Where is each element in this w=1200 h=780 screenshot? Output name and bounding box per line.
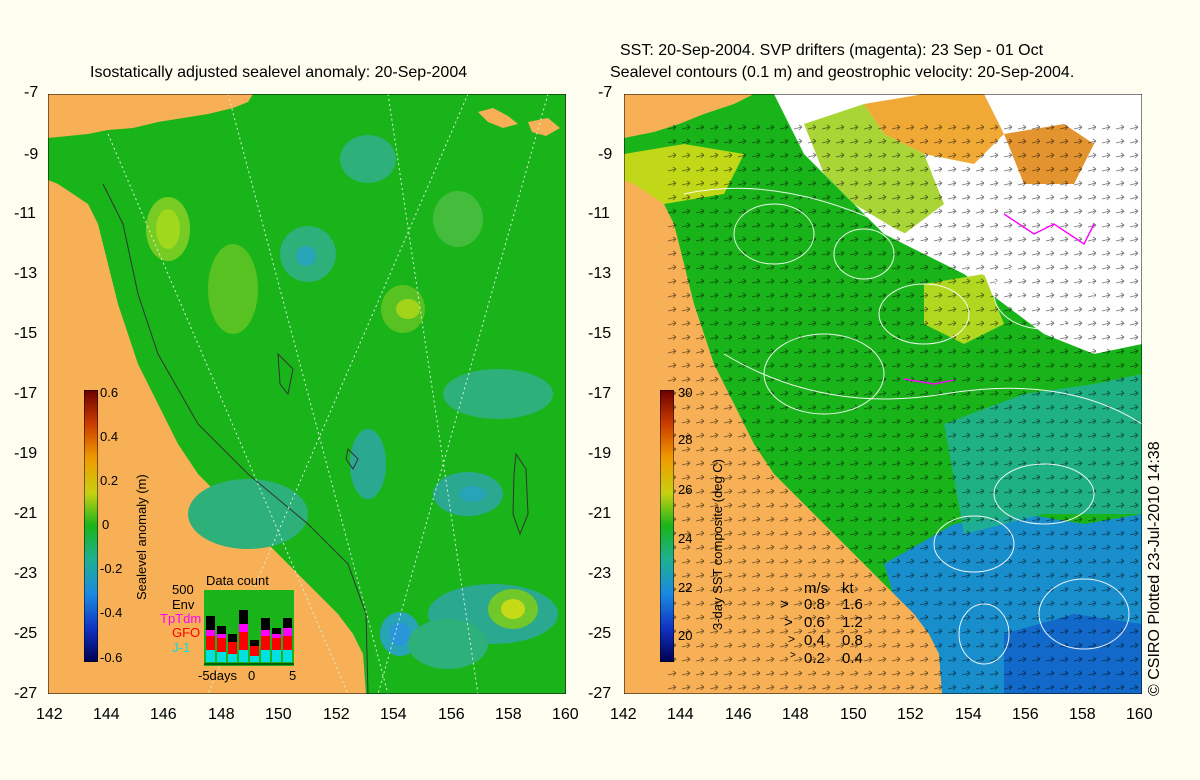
right-x-tick-3: 148 xyxy=(782,706,809,723)
sla-tick-4: -0.2 xyxy=(100,561,123,576)
data-count-title: Data count xyxy=(206,573,269,588)
velocity-kt-2: 0.8 xyxy=(842,632,863,649)
sst-tick-2: 26 xyxy=(678,482,693,497)
sla-tick-1: 0.4 xyxy=(100,429,119,444)
sealevel-anomaly-map[interactable] xyxy=(48,94,566,694)
left-x-tick-1: 144 xyxy=(93,706,120,723)
right-y-tick-0: -7 xyxy=(598,84,613,101)
sealevel-colorbar xyxy=(84,390,98,662)
right-x-tick-8: 158 xyxy=(1069,706,1096,723)
credit-text: © CSIRO Plotted 23-Jul-2010 14:38 xyxy=(1146,441,1163,696)
left-x-tick-0: 142 xyxy=(36,706,63,723)
sst-tick-5: 20 xyxy=(678,628,693,643)
velocity-unit-ms: m/s xyxy=(804,580,829,597)
right-x-tick-5: 152 xyxy=(897,706,924,723)
left-x-tick-7: 156 xyxy=(438,706,465,723)
right-y-tick-9: -25 xyxy=(588,625,612,642)
sla-tick-0: 0.6 xyxy=(100,385,119,400)
right-y-tick-3: -13 xyxy=(588,265,612,282)
count-x-label-0: -5days xyxy=(198,668,238,683)
right-y-tick-2: -11 xyxy=(588,205,610,222)
right-panel-title-1: SST: 20-Sep-2004. SVP drifters (magenta)… xyxy=(620,42,1044,59)
arrow-icon: > xyxy=(788,632,796,646)
png-land xyxy=(48,94,253,138)
right-y-tick-10: -27 xyxy=(588,685,612,702)
count-x-label-2: 5 xyxy=(289,668,297,683)
left-y-tick-9: -25 xyxy=(14,625,38,642)
velocity-ms-0: 0.8 xyxy=(804,596,825,613)
arrow-icon: > xyxy=(790,650,796,661)
left-y-tick-10: -27 xyxy=(14,685,38,702)
left-y-tick-1: -9 xyxy=(24,146,39,163)
right-x-tick-7: 156 xyxy=(1012,706,1039,723)
right-y-tick-5: -17 xyxy=(588,385,612,402)
sst-tick-0: 30 xyxy=(678,385,693,400)
left-y-tick-7: -21 xyxy=(14,505,38,522)
legend-env: Env xyxy=(172,597,195,612)
left-y-tick-8: -23 xyxy=(14,565,38,582)
sst-tick-4: 22 xyxy=(678,580,693,595)
right-panel-title-2: Sealevel contours (0.1 m) and geostrophi… xyxy=(610,64,1075,81)
velocity-unit-kt: kt xyxy=(842,580,854,597)
left-y-tick-2: -11 xyxy=(14,205,36,222)
left-y-tick-4: -15 xyxy=(14,325,38,342)
left-x-tick-3: 148 xyxy=(208,706,235,723)
sst-colorbar-label: 3-day SST composite (deg C) xyxy=(710,459,725,630)
velocity-ms-1: 0.6 xyxy=(804,614,825,631)
velocity-legend: m/s kt > 0.8 1.6 > 0.6 1.2 > 0.4 0.8 > 0… xyxy=(780,580,880,670)
velocity-ms-3: 0.2 xyxy=(804,650,825,667)
left-x-tick-6: 154 xyxy=(380,706,407,723)
right-x-tick-2: 146 xyxy=(725,706,752,723)
right-y-tick-6: -19 xyxy=(588,445,612,462)
left-x-tick-4: 150 xyxy=(265,706,292,723)
legend-j1: J-1 xyxy=(172,640,191,655)
sla-tick-6: -0.6 xyxy=(100,650,123,665)
right-x-tick-0: 142 xyxy=(610,706,637,723)
sst-tick-3: 24 xyxy=(678,531,693,546)
left-y-tick-6: -19 xyxy=(14,445,38,462)
arrow-icon: > xyxy=(780,596,789,613)
legend-gfo: GFO xyxy=(172,625,201,640)
velocity-kt-3: 0.4 xyxy=(842,650,863,667)
right-x-tick-4: 150 xyxy=(840,706,867,723)
sla-tick-5: -0.4 xyxy=(100,605,123,620)
sla-tick-3: 0 xyxy=(102,517,110,532)
legend-tptdm: TpTdm xyxy=(160,611,202,626)
sst-tick-1: 28 xyxy=(678,432,693,447)
right-y-tick-1: -9 xyxy=(598,146,613,163)
left-x-tick-9: 160 xyxy=(552,706,579,723)
sst-colorbar xyxy=(660,390,674,662)
right-x-tick-1: 144 xyxy=(667,706,694,723)
count-x-label-1: 0 xyxy=(248,668,256,683)
right-y-tick-7: -21 xyxy=(588,505,612,522)
left-x-tick-2: 146 xyxy=(150,706,177,723)
left-y-tick-0: -7 xyxy=(24,84,39,101)
sla-tick-2: 0.2 xyxy=(100,473,119,488)
left-panel-title: Isostatically adjusted sealevel anomaly:… xyxy=(90,64,468,81)
right-y-tick-8: -23 xyxy=(588,565,612,582)
left-x-tick-8: 158 xyxy=(495,706,522,723)
data-count-bars xyxy=(204,590,294,666)
left-y-tick-5: -17 xyxy=(14,385,38,402)
australia-land xyxy=(48,180,366,694)
data-count-scale: 500 xyxy=(172,582,194,597)
right-x-tick-6: 154 xyxy=(955,706,982,723)
png-land xyxy=(624,94,754,138)
velocity-kt-1: 1.2 xyxy=(842,614,863,631)
sla-colorbar-label: Sealevel anomaly (m) xyxy=(134,474,149,600)
left-y-tick-3: -13 xyxy=(14,265,38,282)
sst-map[interactable] xyxy=(624,94,1142,694)
right-x-tick-9: 160 xyxy=(1126,706,1153,723)
arrow-icon: > xyxy=(784,614,793,631)
velocity-ms-2: 0.4 xyxy=(804,632,825,649)
right-y-tick-4: -15 xyxy=(588,325,612,342)
velocity-kt-0: 1.6 xyxy=(842,596,863,613)
left-x-tick-5: 152 xyxy=(323,706,350,723)
